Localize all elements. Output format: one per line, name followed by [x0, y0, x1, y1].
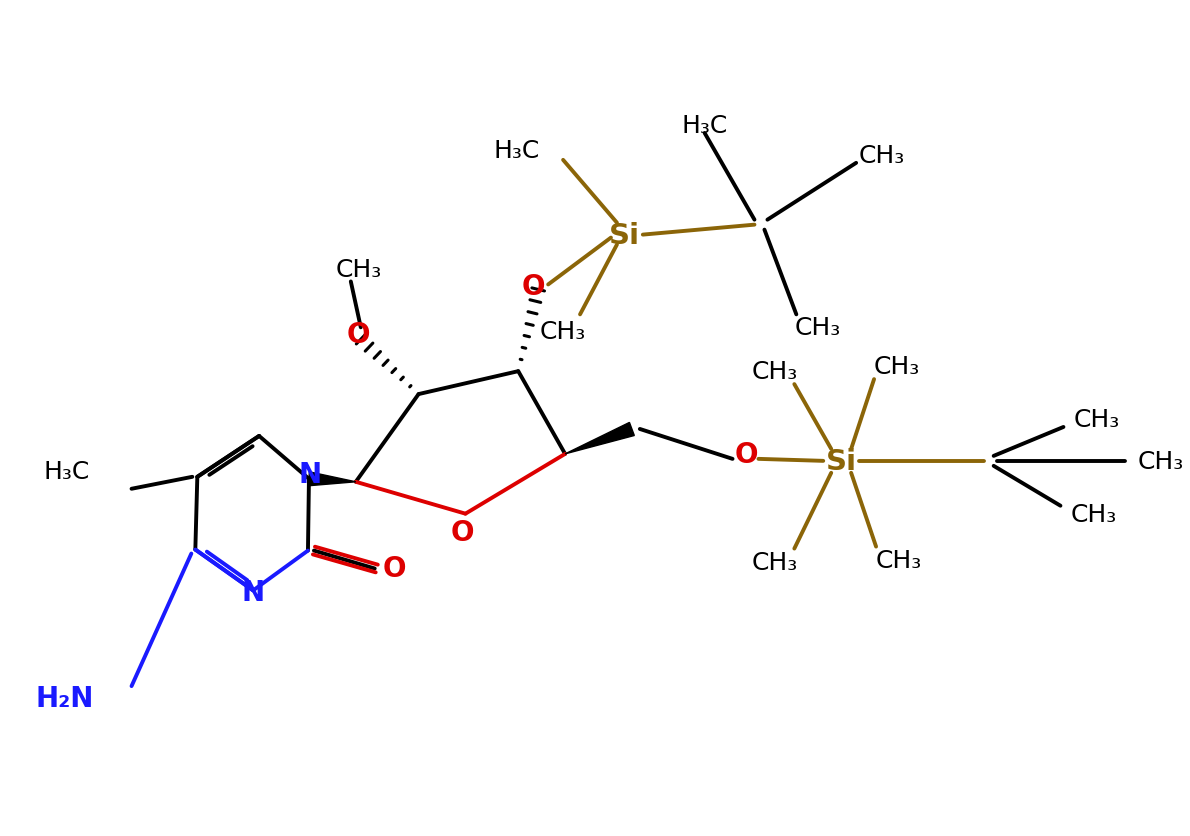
- Text: N: N: [242, 579, 264, 607]
- Text: CH₃: CH₃: [751, 550, 797, 573]
- Text: H₃C: H₃C: [682, 114, 728, 138]
- Text: Si: Si: [826, 447, 857, 476]
- Text: CH₃: CH₃: [876, 548, 922, 572]
- Text: O: O: [521, 273, 545, 301]
- Text: N: N: [299, 461, 321, 488]
- Text: CH₃: CH₃: [1070, 502, 1116, 526]
- Text: Si: Si: [609, 222, 640, 249]
- Text: CH₃: CH₃: [336, 258, 382, 283]
- Text: CH₃: CH₃: [873, 354, 920, 379]
- Text: O: O: [734, 441, 758, 468]
- Text: CH₃: CH₃: [751, 359, 797, 384]
- Text: CH₃: CH₃: [859, 144, 906, 168]
- Text: CH₃: CH₃: [1138, 449, 1184, 473]
- Polygon shape: [308, 472, 356, 487]
- Polygon shape: [565, 423, 634, 454]
- Text: H₃C: H₃C: [494, 139, 540, 163]
- Text: H₂N: H₂N: [36, 684, 94, 712]
- Text: CH₃: CH₃: [794, 316, 840, 340]
- Text: CH₃: CH₃: [540, 320, 587, 344]
- Text: CH₃: CH₃: [1073, 407, 1120, 431]
- Text: H₃C: H₃C: [43, 459, 89, 483]
- Text: O: O: [383, 555, 407, 583]
- Text: O: O: [347, 321, 370, 349]
- Text: O: O: [451, 518, 474, 546]
